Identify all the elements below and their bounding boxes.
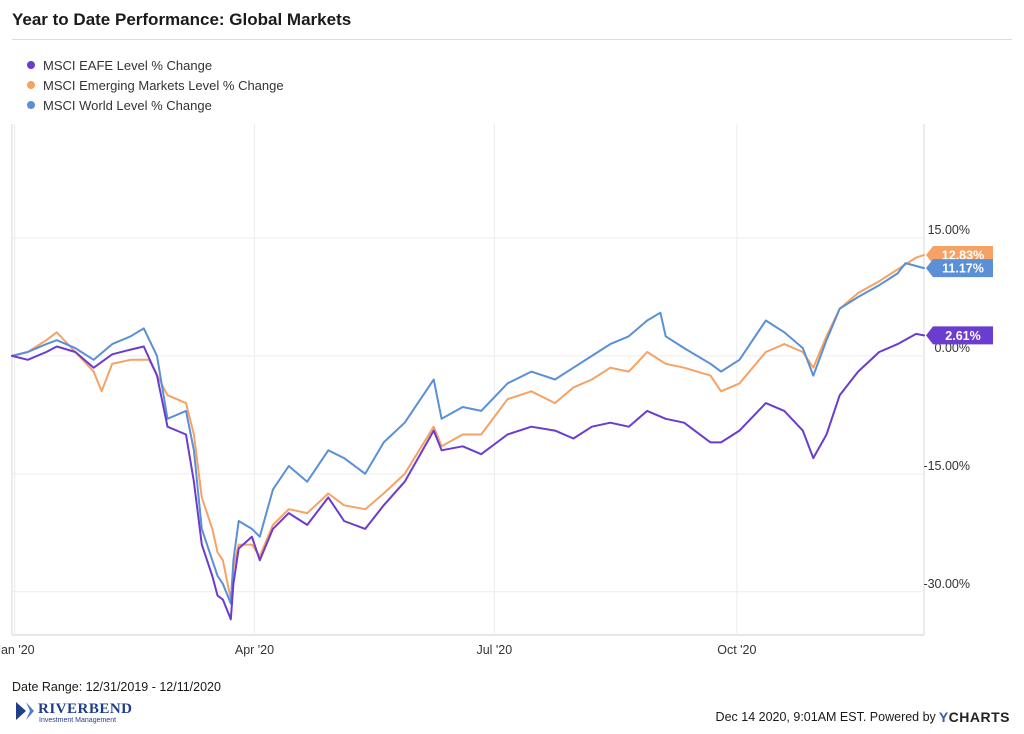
x-tick-label: Apr '20 — [235, 643, 274, 657]
x-tick-label: Oct '20 — [717, 643, 756, 657]
series-line-emerging — [11, 254, 925, 601]
ycharts-y-mark: Y — [938, 709, 949, 725]
date-range: Date Range: 12/31/2019 - 12/11/2020 — [12, 680, 221, 694]
end-tag-label-emerging: 12.83% — [942, 249, 984, 263]
legend-label-emerging: MSCI Emerging Markets Level % Change — [43, 77, 284, 93]
riverbend-logo-icon — [16, 702, 34, 720]
legend-dot-world — [27, 101, 35, 109]
end-tag-label-world: 11.17% — [942, 262, 984, 276]
x-tick-label: Jan '20 — [0, 643, 35, 657]
logo-name: RIVERBEND — [38, 701, 133, 717]
legend-label-eafe: MSCI EAFE Level % Change — [43, 57, 213, 73]
x-tick-label: Jul '20 — [476, 643, 512, 657]
end-tag-label-eafe: 2.61% — [945, 329, 980, 343]
page-title: Year to Date Performance: Global Markets — [12, 10, 352, 29]
legend-item-world[interactable]: MSCI World Level % Change — [27, 95, 284, 115]
title-divider — [12, 39, 1012, 40]
logo-subtitle: Investment Management — [39, 717, 117, 724]
footer-attribution: Dec 14 2020, 9:01AM EST. Powered by YCHA… — [716, 709, 1010, 725]
y-tick-label: -15.00% — [923, 459, 970, 473]
series-line-eafe — [11, 332, 925, 621]
chart-legend: MSCI EAFE Level % Change MSCI Emerging M… — [27, 55, 284, 115]
end-tag-eafe — [926, 326, 993, 345]
y-tick-label: 15.00% — [928, 223, 970, 237]
end-tag-world — [926, 259, 993, 278]
legend-item-emerging[interactable]: MSCI Emerging Markets Level % Change — [27, 75, 284, 95]
ycharts-brand[interactable]: YCHARTS — [939, 709, 1010, 725]
y-tick-label: 0.00% — [935, 341, 970, 355]
ycharts-brand-rest: CHARTS — [948, 709, 1010, 725]
legend-dot-emerging — [27, 81, 35, 89]
y-tick-label: -30.00% — [923, 577, 970, 591]
footer-timestamp: Dec 14 2020, 9:01AM EST. Powered by — [715, 710, 936, 724]
series-line-world — [11, 262, 925, 605]
riverbend-logo: RIVERBEND Investment Management — [14, 700, 154, 726]
legend-dot-eafe — [27, 61, 35, 69]
legend-item-eafe[interactable]: MSCI EAFE Level % Change — [27, 55, 284, 75]
legend-label-world: MSCI World Level % Change — [43, 97, 212, 113]
